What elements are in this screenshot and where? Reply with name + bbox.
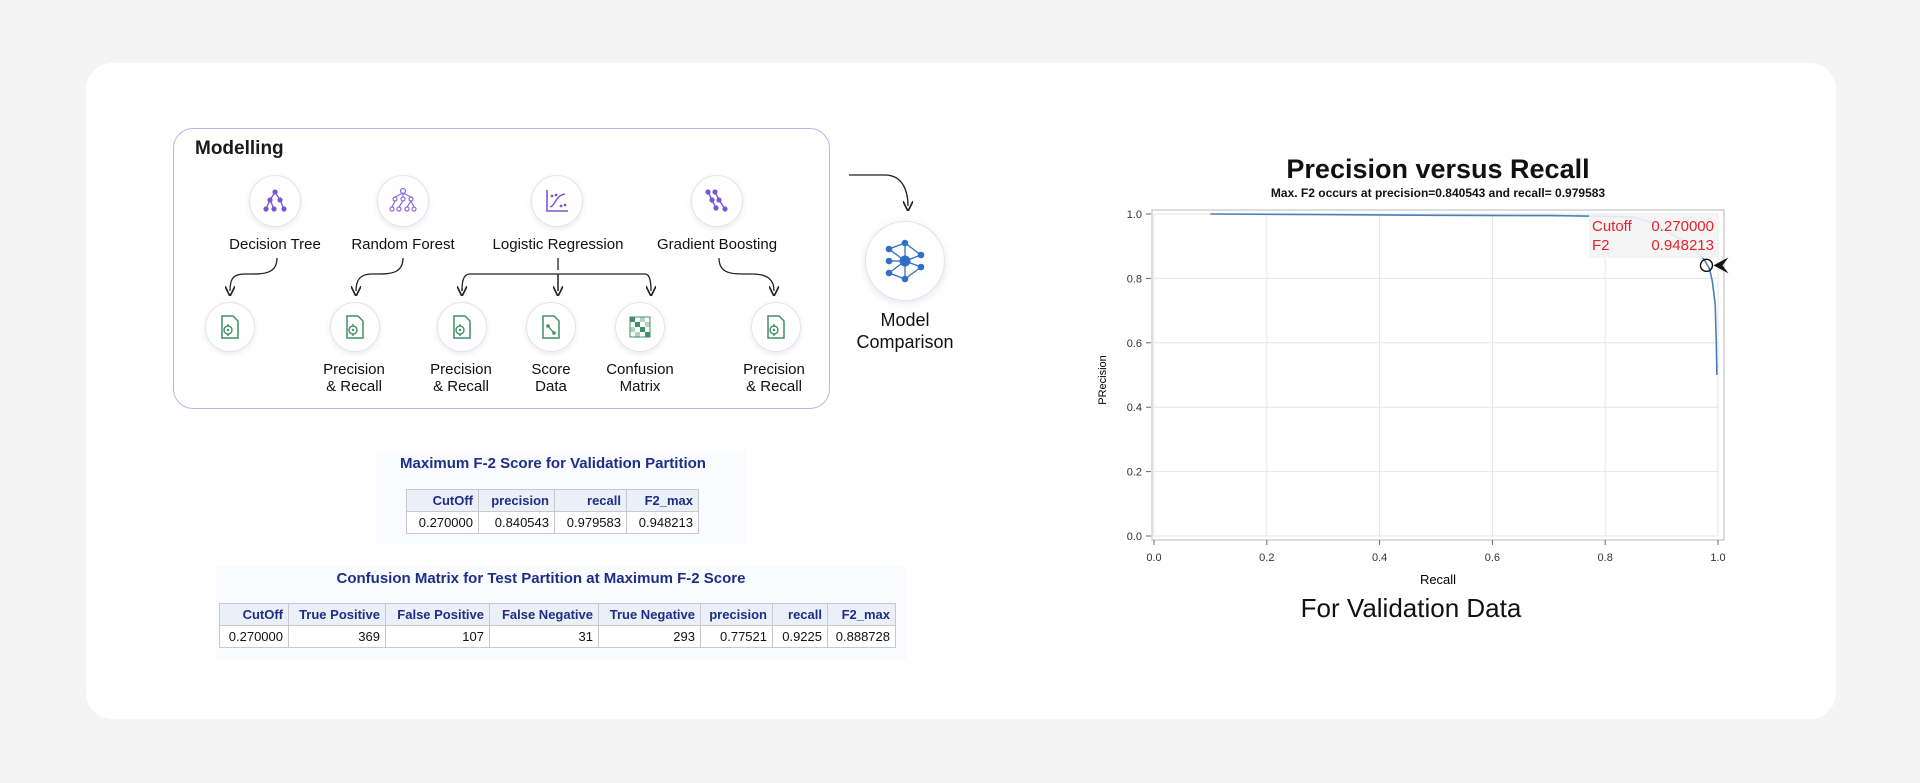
table-cell: 0.888728: [827, 625, 896, 648]
y-tick-label: 1.0: [1127, 209, 1142, 221]
output-label-score: Score Data: [496, 361, 606, 395]
table-cell: 0.270000: [219, 625, 289, 648]
output-label-rf: Precision & Recall: [299, 361, 409, 395]
output-label-line1: Precision: [323, 361, 385, 378]
column-header: True Positive: [288, 603, 386, 626]
score-data-icon: [526, 302, 576, 352]
max-f2-marker: [1699, 258, 1714, 273]
column-header: precision: [478, 489, 555, 512]
table-header-row: CutOff True Positive False Positive Fals…: [219, 603, 896, 626]
table-cell: 0.979583: [554, 511, 627, 534]
annotation-value: 0.948213: [1651, 237, 1714, 254]
column-header: F2_max: [626, 489, 699, 512]
max-f2-pointer: [1713, 257, 1729, 274]
table-cell: 0.77521: [700, 625, 773, 648]
chart-subtitle: Max. F2 occurs at precision=0.840543 and…: [1270, 186, 1606, 200]
y-tick-label: 0.2: [1127, 467, 1142, 479]
column-header: True Negative: [598, 603, 701, 626]
y-tick-label: 0.8: [1127, 273, 1142, 285]
output-label-line2: & Recall: [326, 378, 382, 395]
chart-title: Precision versus Recall: [1286, 154, 1590, 184]
table-cell: 0.840543: [478, 511, 555, 534]
model-label-decision-tree: Decision Tree: [229, 236, 321, 253]
confusion-matrix-icon: [615, 302, 665, 352]
table-header-row: CutOff precision recall F2_max: [406, 489, 699, 512]
scatter-plot-icon: [531, 175, 583, 227]
output-label-confusion: Confusion Matrix: [585, 361, 695, 395]
test-table-title: Confusion Matrix for Test Partition at M…: [336, 570, 746, 587]
table-cell: 107: [385, 625, 490, 648]
table-row: 0.270000 369 107 31 293 0.77521 0.9225 0…: [219, 625, 896, 648]
y-tick-label: 0.0: [1127, 531, 1142, 543]
y-tick-label: 0.4: [1127, 402, 1142, 414]
precision-recall-icon: [205, 302, 255, 352]
random-forest-icon: [377, 175, 429, 227]
annotation-label: Cutoff: [1592, 218, 1633, 235]
x-axis-label: Recall: [1420, 572, 1456, 587]
neural-network-icon: [865, 221, 945, 301]
plot-area: [1151, 209, 1725, 541]
output-label-line1: Precision: [430, 361, 492, 378]
table-row: 0.270000 0.840543 0.979583 0.948213: [406, 511, 699, 534]
output-label-line1: Precision: [743, 361, 805, 378]
model-comparison-label: Model Comparison: [835, 309, 975, 353]
precision-recall-icon: [437, 302, 487, 352]
annotation-label: F2: [1592, 237, 1610, 254]
x-tick-label: 1.0: [1710, 552, 1725, 564]
x-tick-label: 0.0: [1146, 552, 1161, 564]
table-cell: 293: [598, 625, 701, 648]
decision-tree-icon: [249, 175, 301, 227]
model-comparison-line2: Comparison: [856, 332, 954, 352]
y-tick-label: 0.6: [1127, 338, 1142, 350]
column-header: precision: [700, 603, 773, 626]
validation-table: CutOff precision recall F2_max 0.270000 …: [406, 489, 699, 534]
validation-table-title: Maximum F-2 Score for Validation Partiti…: [400, 455, 706, 472]
x-tick-label: 0.8: [1598, 552, 1613, 564]
modelling-title: Modelling: [195, 138, 284, 159]
annotation-box: [1589, 214, 1717, 258]
model-comparison-line1: Model: [880, 310, 930, 330]
output-label-line2: & Recall: [433, 378, 489, 395]
x-tick-label: 0.2: [1259, 552, 1274, 564]
output-label-line2: & Recall: [746, 378, 802, 395]
column-header: F2_max: [827, 603, 896, 626]
gradient-boosting-icon: [691, 175, 743, 227]
table-cell: 0.948213: [626, 511, 699, 534]
column-header: False Positive: [385, 603, 490, 626]
output-label-lr-pr: Precision & Recall: [406, 361, 516, 395]
modelling-panel: [173, 128, 830, 409]
model-label-gradient-boosting: Gradient Boosting: [656, 236, 778, 253]
annotation-value: 0.270000: [1651, 218, 1714, 235]
x-tick-label: 0.6: [1485, 552, 1500, 564]
model-label-random-forest: Random Forest: [351, 236, 455, 253]
column-header: False Negative: [489, 603, 599, 626]
model-label-logistic-regression: Logistic Regression: [492, 236, 624, 253]
column-header: CutOff: [406, 489, 479, 512]
table-cell: 31: [489, 625, 599, 648]
chart-footer: For Validation Data: [1300, 593, 1522, 623]
output-label-line2: Data: [535, 378, 567, 395]
column-header: recall: [772, 603, 828, 626]
y-axis-label: PRecision: [1097, 355, 1109, 405]
column-header: CutOff: [219, 603, 289, 626]
table-cell: 369: [288, 625, 386, 648]
output-label-gb: Precision & Recall: [719, 361, 829, 395]
output-label-line1: Confusion: [606, 361, 674, 378]
precision-recall-icon: [330, 302, 380, 352]
test-table: CutOff True Positive False Positive Fals…: [219, 603, 896, 648]
x-tick-label: 0.4: [1372, 552, 1387, 564]
output-label-line1: Score: [531, 361, 571, 378]
table-cell: 0.9225: [772, 625, 828, 648]
output-label-line2: Matrix: [619, 378, 661, 395]
precision-recall-icon: [751, 302, 801, 352]
